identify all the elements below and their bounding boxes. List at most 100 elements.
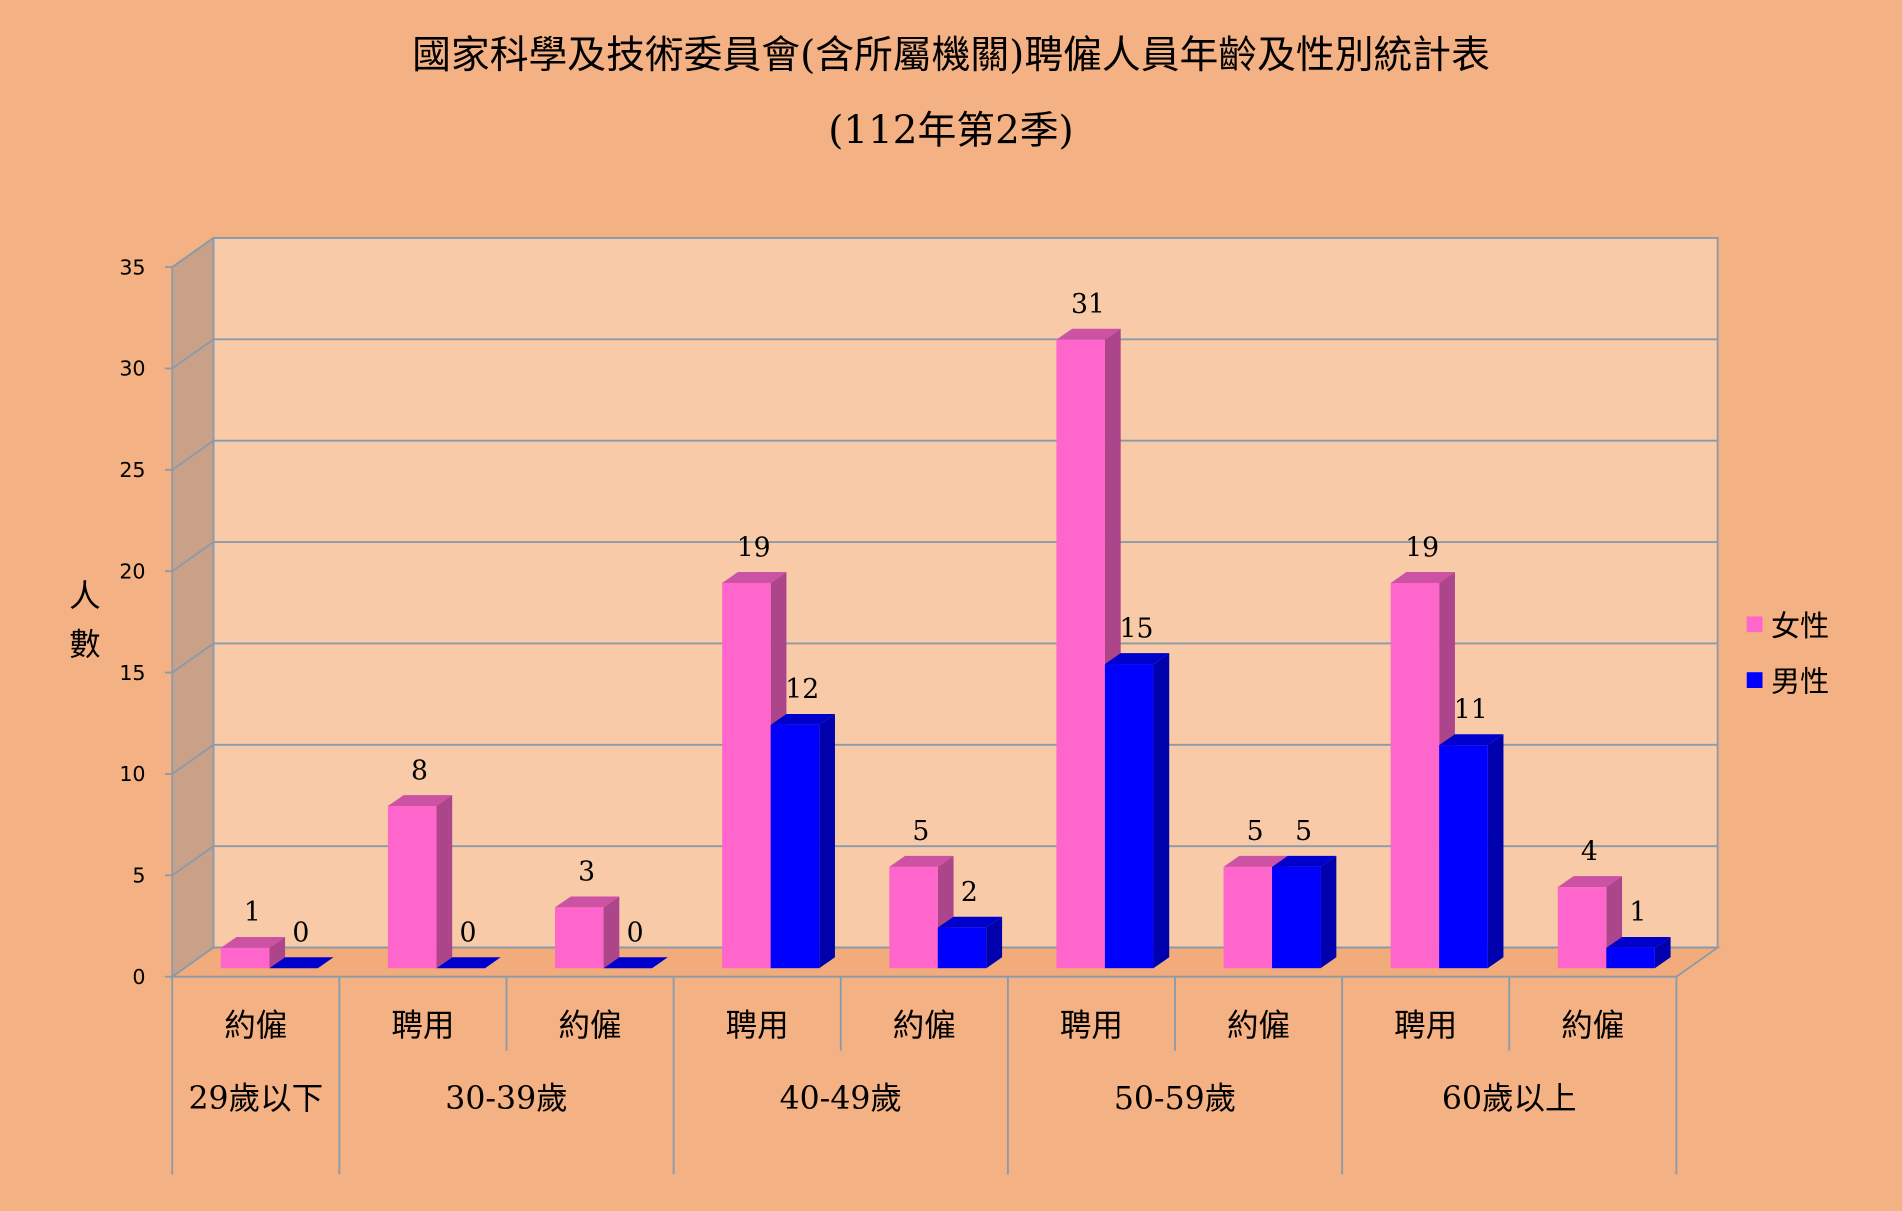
y-tick-label: 10 [119, 762, 145, 786]
y-tick-label: 15 [119, 661, 145, 685]
bar-top [555, 896, 620, 908]
bar-top [1439, 734, 1504, 746]
legend-label: 女性 [1771, 609, 1829, 643]
bar-front [937, 927, 987, 969]
chart-subtitle: (112年第2季) [828, 108, 1073, 153]
legend-swatch [1746, 672, 1763, 688]
grid-line [171, 338, 1718, 370]
data-label: 19 [1405, 532, 1439, 563]
bar-side [986, 916, 1003, 969]
bar [603, 957, 668, 969]
bar-top [1606, 936, 1671, 948]
data-label: 8 [411, 755, 428, 786]
bar-top [603, 957, 668, 969]
x-tick-label: 聘用 [1060, 1008, 1123, 1044]
bar-front [1606, 947, 1655, 969]
bar-top [770, 713, 835, 725]
data-label: 2 [961, 877, 978, 908]
bar [937, 916, 1003, 969]
data-label: 5 [912, 816, 929, 847]
x-tick-label: 聘用 [1394, 1008, 1457, 1044]
bar-side [1320, 855, 1337, 969]
bar-front [555, 907, 604, 969]
bar-side [1487, 734, 1504, 969]
grid-line [171, 743, 1718, 775]
chart-title: 國家科學及技術委員會(含所屬機關)聘僱人員年齡及性別統計表 [412, 33, 1490, 78]
group-label: 30-39歲 [445, 1081, 567, 1117]
y-tick-label: 5 [132, 864, 145, 888]
bar-side [1654, 936, 1671, 969]
y-tick-label: 20 [119, 559, 145, 583]
x-tick-label: 約僱 [559, 1008, 622, 1044]
data-label: 11 [1454, 694, 1488, 725]
y-axis-label: 人數 [69, 579, 101, 664]
bar-top [387, 795, 453, 806]
bar-front [1104, 664, 1154, 969]
y-tick-label: 35 [119, 255, 145, 279]
bar [1439, 734, 1504, 969]
data-label: 31 [1071, 289, 1105, 320]
bar-front [1390, 582, 1440, 969]
group-label: 50-59歲 [1114, 1081, 1236, 1117]
bar-top [1390, 572, 1455, 583]
bar-top [937, 916, 1003, 928]
data-label: 5 [1295, 816, 1312, 847]
bar-front [770, 724, 820, 969]
data-label: 5 [1247, 816, 1264, 847]
bar [770, 713, 835, 969]
bar-top [1104, 653, 1170, 665]
x-tick-label: 聘用 [726, 1008, 789, 1044]
bar-front [1056, 339, 1105, 969]
bar [1104, 653, 1170, 969]
bar-front [387, 805, 437, 969]
legend-label: 男性 [1771, 665, 1829, 699]
bar-side [269, 936, 286, 969]
bar-front [1272, 866, 1321, 969]
bar-top [1223, 855, 1288, 867]
bar [1056, 328, 1121, 969]
x-tick-label: 聘用 [391, 1008, 454, 1044]
bar-top [436, 957, 501, 969]
data-label: 0 [627, 918, 644, 949]
bar-top [722, 572, 787, 583]
y-tick-label: 30 [119, 357, 145, 381]
grid-line [171, 439, 1718, 471]
y-tick-label: 25 [119, 458, 145, 482]
grid-line [171, 946, 1718, 978]
side-wall [171, 236, 215, 979]
grid-line [171, 845, 1718, 877]
data-label: 0 [292, 918, 309, 949]
bar-side [436, 795, 453, 969]
bar-top [889, 855, 954, 867]
grid-line [171, 642, 1718, 674]
bar-top [220, 936, 286, 948]
bar-front [1439, 745, 1488, 969]
group-label: 29歲以下 [188, 1081, 323, 1117]
bar [1223, 855, 1288, 969]
data-label: 1 [244, 897, 261, 928]
data-label: 3 [578, 857, 595, 888]
x-tick-label: 約僱 [1227, 1008, 1290, 1044]
bar [220, 936, 286, 969]
data-label: 1 [1629, 897, 1646, 928]
bar-front [889, 866, 938, 969]
bar [387, 795, 453, 969]
data-label: 0 [459, 918, 476, 949]
bar-top [1272, 855, 1337, 867]
bar-side [1153, 653, 1170, 969]
group-label: 40-49歲 [780, 1081, 902, 1117]
bar-front [1223, 866, 1273, 969]
bar-top [269, 957, 334, 969]
group-label: 60歲以上 [1442, 1081, 1577, 1117]
grid-line [171, 541, 1718, 572]
legend-swatch [1746, 616, 1763, 633]
bar-front [1557, 887, 1607, 969]
bar-top [1557, 876, 1623, 888]
y-tick-label: 0 [132, 965, 145, 989]
data-label: 19 [737, 532, 771, 563]
bar-side [819, 713, 835, 969]
grid-line [171, 237, 1718, 268]
x-tick-label: 約僱 [224, 1008, 287, 1044]
